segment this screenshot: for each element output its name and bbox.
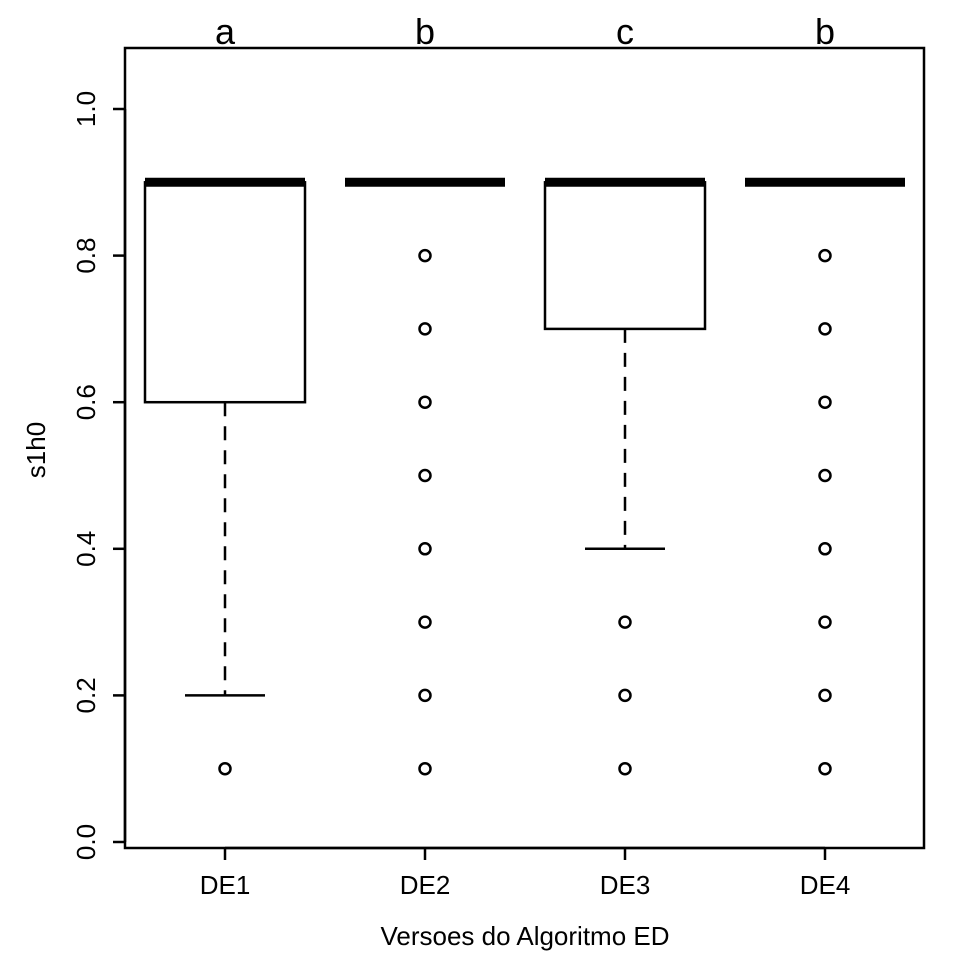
outlier-point [818, 615, 832, 629]
outlier-point [218, 761, 232, 776]
x-axis: DE1 DE2 DE3 DE4 [200, 846, 851, 900]
y-axis: 0.0 0.2 0.4 0.6 0.8 1.0 [71, 91, 127, 860]
group-letter: c [616, 11, 634, 52]
outlier-point [418, 761, 432, 776]
outlier-point [818, 542, 832, 556]
x-axis-title: Versoes do Algoritmo ED [380, 921, 669, 951]
outlier-point [818, 322, 832, 336]
box-DE2 [345, 177, 505, 776]
outlier-point [818, 761, 832, 776]
plot-frame [123, 46, 926, 850]
y-tick-label: 0.6 [71, 384, 101, 420]
boxes-layer [143, 177, 905, 776]
box-body [543, 181, 707, 331]
box-DE1 [143, 177, 307, 776]
outlier-point [418, 615, 432, 629]
outlier-point [818, 248, 832, 263]
outlier-point [818, 688, 832, 703]
group-letter: b [415, 11, 435, 52]
outlier-point [618, 688, 632, 703]
outlier-point [418, 395, 432, 409]
box-DE4 [745, 177, 905, 776]
outlier-point [418, 468, 432, 483]
x-tick-label: DE4 [800, 870, 851, 900]
outlier-point [618, 761, 632, 776]
box-body [143, 181, 307, 404]
x-tick-label: DE3 [600, 870, 651, 900]
y-tick-label: 0.8 [71, 238, 101, 274]
outlier-point [418, 248, 432, 263]
group-letter: a [215, 11, 236, 52]
outlier-point [418, 542, 432, 556]
box-DE3 [543, 177, 707, 776]
x-tick-label: DE2 [400, 870, 451, 900]
outlier-point [418, 322, 432, 336]
y-tick-label: 0.4 [71, 531, 101, 567]
x-tick-label: DE1 [200, 870, 251, 900]
y-tick-label: 0.0 [71, 824, 101, 860]
outlier-point [618, 615, 632, 629]
outlier-point [418, 688, 432, 703]
outlier-point [818, 468, 832, 483]
outlier-point [818, 395, 832, 409]
y-axis-title: s1h0 [21, 422, 51, 478]
y-tick-label: 0.2 [71, 677, 101, 713]
group-letter: b [815, 11, 835, 52]
y-tick-label: 1.0 [71, 91, 101, 127]
